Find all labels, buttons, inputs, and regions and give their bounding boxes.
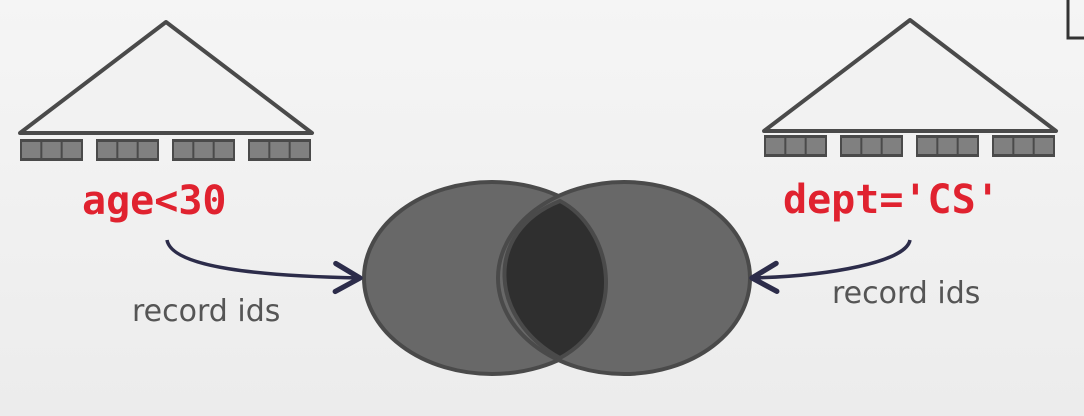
left-index-tree <box>18 20 314 161</box>
right-leaf-node <box>992 135 1055 157</box>
left-record-ids-arrow <box>165 239 363 295</box>
right-edge-caption: record ids <box>832 276 980 311</box>
left-leaf-key-cell <box>98 142 117 158</box>
corner-frame-fragment <box>1066 0 1084 40</box>
left-leaf-key-cell <box>22 142 41 158</box>
left-leaf-key-cell <box>174 142 193 158</box>
left-leaf-key-cell <box>250 142 269 158</box>
left-condition-label: age<30 <box>82 178 227 224</box>
left-leaf-key-cell <box>62 142 81 158</box>
left-leaf-key-cell <box>138 142 157 158</box>
left-leaf-node <box>20 139 83 161</box>
left-leaf-node <box>248 139 311 161</box>
left-leaf-node <box>96 139 159 161</box>
left-edge-caption: record ids <box>132 294 280 329</box>
right-tree-triangle <box>762 18 1058 133</box>
right-leaf-key-cell <box>862 138 881 154</box>
right-leaf-node <box>764 135 827 157</box>
left-leaf-key-cell <box>290 142 309 158</box>
left-tree-triangle <box>18 20 314 135</box>
right-record-ids-arrow <box>749 239 912 294</box>
right-leaf-node <box>916 135 979 157</box>
right-condition-label: dept='CS' <box>783 177 1000 223</box>
left-leaf-nodes <box>20 139 311 161</box>
right-leaf-key-cell <box>958 138 977 154</box>
right-leaf-key-cell <box>938 138 957 154</box>
right-index-tree <box>762 18 1058 157</box>
right-leaf-key-cell <box>806 138 825 154</box>
left-leaf-key-cell <box>42 142 61 158</box>
left-leaf-key-cell <box>270 142 289 158</box>
left-leaf-key-cell <box>118 142 137 158</box>
left-leaf-node <box>172 139 235 161</box>
intersection-region <box>502 198 608 361</box>
right-leaf-key-cell <box>842 138 861 154</box>
left-leaf-key-cell <box>214 142 233 158</box>
right-leaf-key-cell <box>1034 138 1053 154</box>
left-leaf-key-cell <box>194 142 213 158</box>
right-leaf-nodes <box>764 135 1055 157</box>
right-leaf-key-cell <box>786 138 805 154</box>
right-leaf-key-cell <box>766 138 785 154</box>
right-leaf-key-cell <box>994 138 1013 154</box>
venn-diagram <box>362 180 752 376</box>
right-leaf-key-cell <box>882 138 901 154</box>
right-leaf-key-cell <box>1014 138 1033 154</box>
right-leaf-node <box>840 135 903 157</box>
right-leaf-key-cell <box>918 138 937 154</box>
